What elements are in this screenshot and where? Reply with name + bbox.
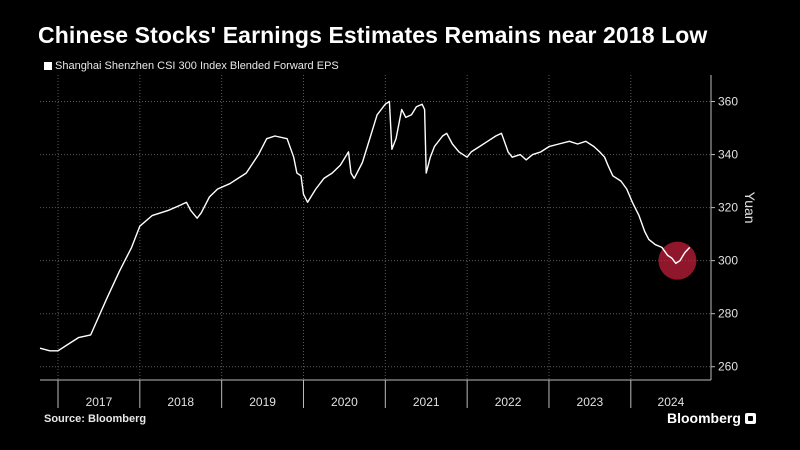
bloomberg-terminal-icon	[744, 412, 756, 424]
y-tick-label: 300	[718, 254, 738, 268]
y-tick-label: 280	[718, 307, 738, 321]
chart-title: Chinese Stocks' Earnings Estimates Remai…	[38, 22, 708, 48]
y-tick-label: 320	[718, 201, 738, 215]
series-line-tail	[661, 246, 691, 265]
brand-label: Bloomberg	[667, 410, 741, 426]
legend: Shanghai Shenzhen CSI 300 Index Blended …	[44, 60, 339, 72]
source-note: Source: Bloomberg	[44, 413, 147, 425]
x-tick-label: 2020	[331, 395, 358, 409]
brand-logo: Bloomberg	[667, 410, 756, 426]
x-tick-label: 2024	[658, 395, 685, 409]
y-tick-label: 260	[718, 360, 738, 374]
y-tick-label: 340	[718, 148, 738, 162]
series-line	[39, 100, 691, 352]
x-tick-label: 2018	[167, 395, 194, 409]
x-tick-label: 2021	[413, 395, 440, 409]
x-tick-label: 2022	[495, 395, 522, 409]
legend-swatch	[44, 62, 52, 70]
x-tick-label: 2023	[577, 395, 604, 409]
highlight-circle	[658, 241, 697, 280]
y-axis-label: Yuan	[742, 192, 758, 224]
legend-label: Shanghai Shenzhen CSI 300 Index Blended …	[55, 60, 339, 72]
y-tick-label: 360	[718, 95, 738, 109]
x-tick-label: 2017	[86, 395, 113, 409]
x-tick-label: 2019	[249, 395, 276, 409]
